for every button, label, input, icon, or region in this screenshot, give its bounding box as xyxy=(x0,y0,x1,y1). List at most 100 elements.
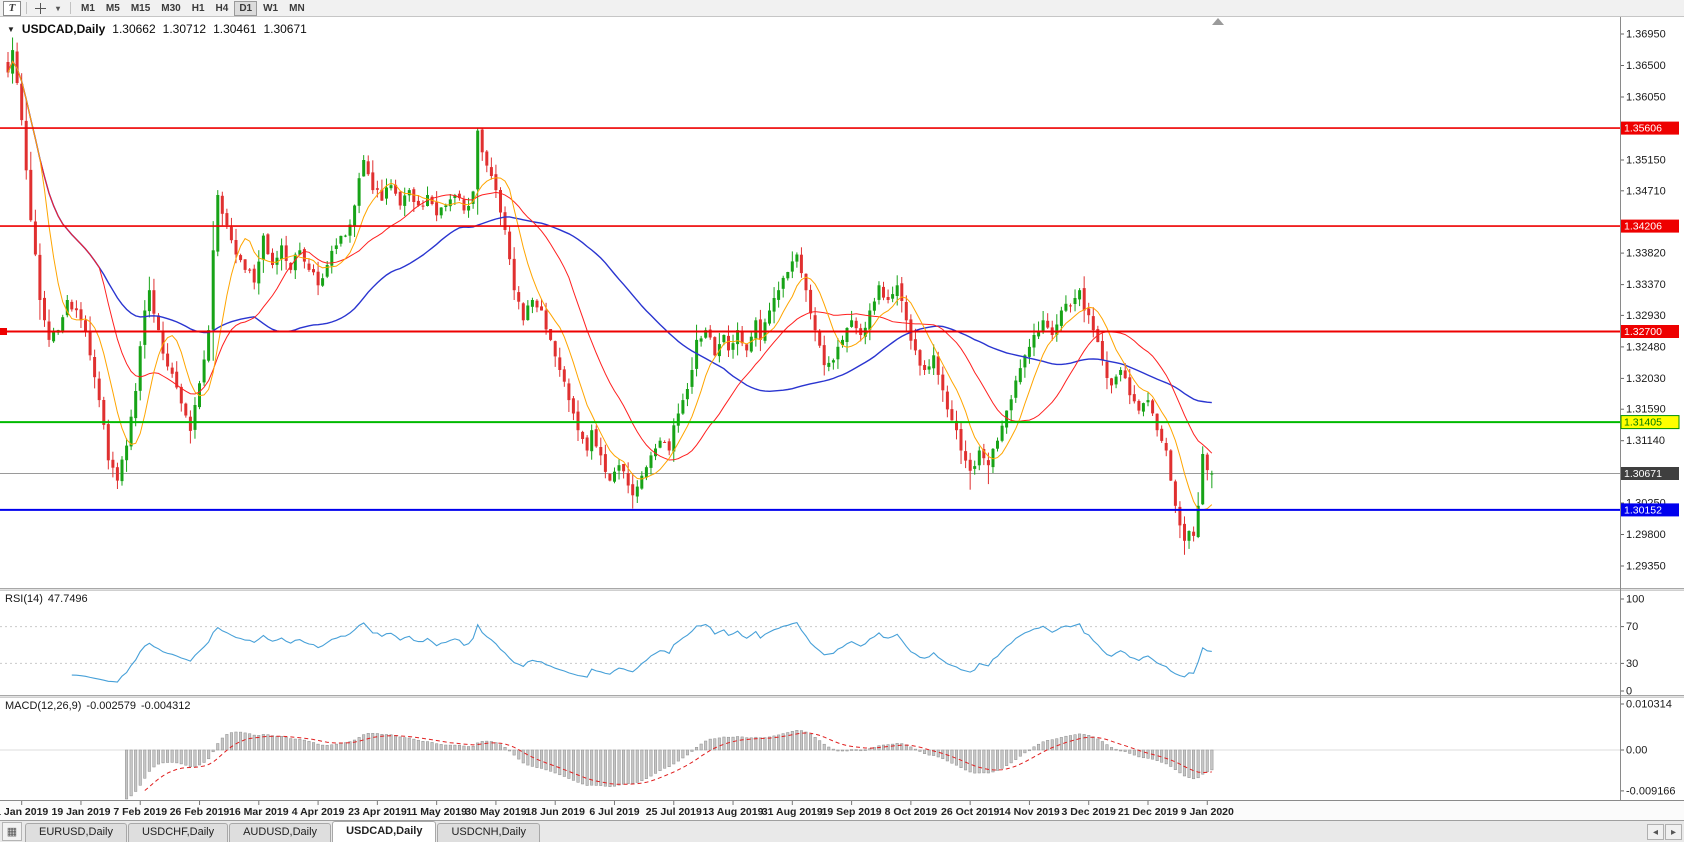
price-tag xyxy=(1621,219,1679,233)
tab-scroll-right-icon[interactable]: ▸ xyxy=(1665,824,1682,840)
candlesticks xyxy=(6,37,1214,555)
date-label: 4 Apr 2019 xyxy=(292,806,345,818)
ohlc-close: 1.30671 xyxy=(263,22,307,36)
date-label: 18 Jun 2019 xyxy=(525,806,585,818)
shift-marker-icon[interactable] xyxy=(1212,18,1224,25)
price-tick-label: 1.36950 xyxy=(1626,29,1666,41)
rsi-panel[interactable]: 100 70 30 0 xyxy=(0,594,1644,698)
date-label: 23 Apr 2019 xyxy=(348,806,407,818)
chart-tabs: EURUSD,Daily USDCHF,Daily AUDUSD,Daily USDC… xyxy=(25,821,541,842)
timeframe-d1-button[interactable]: D1 xyxy=(234,0,258,16)
date-label: 19 Jan 2019 xyxy=(52,806,111,818)
ohlc-high: 1.30712 xyxy=(162,22,207,36)
price-tag-label: 1.34206 xyxy=(1624,221,1662,233)
date-label: 11 May 2019 xyxy=(406,806,467,818)
price-tag-label: 1.31405 xyxy=(1624,417,1662,429)
rsi-axis-label: 0 xyxy=(1626,686,1632,698)
price-tag-label: 1.30671 xyxy=(1624,468,1662,480)
chart-tab-eurusd[interactable]: EURUSD,Daily xyxy=(25,823,127,842)
crosshair-tool-button[interactable] xyxy=(32,1,49,16)
chart-tab-bar: ▦ EURUSD,Daily USDCHF,Daily AUDUSD,Daily US… xyxy=(0,820,1684,842)
ohlc-open: 1.30662 xyxy=(112,22,156,36)
price-tick-label: 1.35150 xyxy=(1626,155,1666,167)
price-tick-label: 1.31590 xyxy=(1626,404,1666,416)
macd-indicator-label: MACD(12,26,9) -0.002579 -0.004312 xyxy=(5,700,196,712)
date-label: 3 Dec 2019 xyxy=(1062,806,1116,818)
price-tick-label: 1.34710 xyxy=(1626,185,1666,197)
moving-average-21 xyxy=(7,60,1213,461)
date-label: 21 Dec 2019 xyxy=(1118,806,1178,818)
chart-tab-audusd[interactable]: AUDUSD,Daily xyxy=(229,823,332,842)
date-label: 1 Jan 2019 xyxy=(0,806,48,818)
macd-axis-label: 0.00 xyxy=(1626,745,1647,757)
price-tick-label: 1.29350 xyxy=(1626,561,1666,573)
toolbar-separator xyxy=(70,2,71,14)
rsi-line xyxy=(71,621,1212,683)
price-tag xyxy=(1621,121,1679,135)
price-tag-label: 1.35606 xyxy=(1624,123,1662,135)
chart-tab-usdchf[interactable]: USDCHF,Daily xyxy=(127,823,229,842)
time-axis[interactable]: 1 Jan 2019 19 Jan 2019 7 Feb 2019 26 Feb 20… xyxy=(0,800,1684,820)
timeframe-m15-button[interactable]: M15 xyxy=(126,1,155,16)
price-tick-label: 1.32930 xyxy=(1626,310,1666,322)
rsi-axis-label: 70 xyxy=(1626,621,1638,633)
chevron-down-icon[interactable]: ▾ xyxy=(51,1,65,16)
moving-average-55 xyxy=(7,59,1212,404)
moving-average-8 xyxy=(7,60,1213,511)
date-label: 7 Feb 2019 xyxy=(113,806,167,818)
timeframe-w1-button[interactable]: W1 xyxy=(258,1,283,16)
price-tick-label: 1.33820 xyxy=(1626,248,1666,260)
crosshair-icon xyxy=(35,2,46,14)
price-tag xyxy=(1621,325,1679,338)
hline-left-marker xyxy=(0,328,7,335)
date-label: 6 Jul 2019 xyxy=(589,806,639,818)
date-label: 31 Aug 2019 xyxy=(762,806,823,818)
date-label: 14 Nov 2019 xyxy=(999,806,1060,818)
macd-signal-value: -0.004312 xyxy=(140,700,191,712)
price-tag-label: 1.32700 xyxy=(1624,326,1662,338)
timeframe-h1-button[interactable]: H1 xyxy=(187,1,210,16)
date-label: 26 Feb 2019 xyxy=(170,806,230,818)
timeframe-m1-button[interactable]: M1 xyxy=(76,1,100,16)
macd-histogram xyxy=(125,730,1214,800)
rsi-value: 47.7496 xyxy=(47,593,88,605)
date-label: 26 Oct 2019 xyxy=(941,806,1000,818)
price-tick-label: 1.29800 xyxy=(1626,529,1666,541)
timeframe-h4-button[interactable]: H4 xyxy=(211,1,234,16)
timeframe-m30-button[interactable]: M30 xyxy=(156,1,185,16)
price-tick-label: 1.32030 xyxy=(1626,373,1666,385)
macd-axis-label: 0.010314 xyxy=(1626,699,1672,711)
date-label: 30 May 2019 xyxy=(465,806,526,818)
date-label: 25 Jul 2019 xyxy=(646,806,702,818)
rsi-name: RSI(14) xyxy=(5,593,43,605)
toolbar-separator xyxy=(26,2,27,14)
timeframe-m5-button[interactable]: M5 xyxy=(101,1,125,16)
timeframe-button-group: M1 M5 M15 M30 H1 H4 D1 W1 MN xyxy=(76,0,310,16)
date-label: 8 Oct 2019 xyxy=(885,806,938,818)
price-tag xyxy=(1621,467,1679,480)
chart-tab-usdcad[interactable]: USDCAD,Daily xyxy=(332,821,437,842)
main-price-panel[interactable] xyxy=(0,18,1620,555)
rsi-indicator-label: RSI(14) 47.7496 xyxy=(5,593,93,605)
chart-menu-icon[interactable]: ▼ xyxy=(7,24,15,34)
price-tick-label: 1.36050 xyxy=(1626,92,1666,104)
ohlc-low: 1.30461 xyxy=(213,22,257,36)
chart-tab-usdcnh[interactable]: USDCNH,Daily xyxy=(437,823,541,842)
macd-main-value: -0.002579 xyxy=(86,700,136,712)
macd-panel[interactable]: 0.010314 0.00 -0.009166 xyxy=(0,699,1676,800)
text-tool-button[interactable]: T xyxy=(3,0,21,16)
timeframe-mn-button[interactable]: MN xyxy=(284,1,310,16)
toolbar: T ▾ M1 M5 M15 M30 H1 H4 D1 W1 MN xyxy=(0,0,1684,17)
price-tag-label: 1.30152 xyxy=(1624,504,1662,516)
date-label: 9 Jan 2020 xyxy=(1181,806,1234,818)
chart-symbol-period: USDCAD,Daily xyxy=(21,22,106,36)
rsi-axis-label: 100 xyxy=(1626,594,1644,606)
macd-signal-line xyxy=(144,732,1212,791)
chart-title: ▼ USDCAD,Daily 1.30662 1.30712 1.30461 1… xyxy=(7,22,307,36)
window-list-icon[interactable]: ▦ xyxy=(2,822,22,841)
date-label: 16 Mar 2019 xyxy=(229,806,289,818)
price-tag xyxy=(1621,503,1679,517)
tab-scroll-left-icon[interactable]: ◂ xyxy=(1647,824,1664,840)
